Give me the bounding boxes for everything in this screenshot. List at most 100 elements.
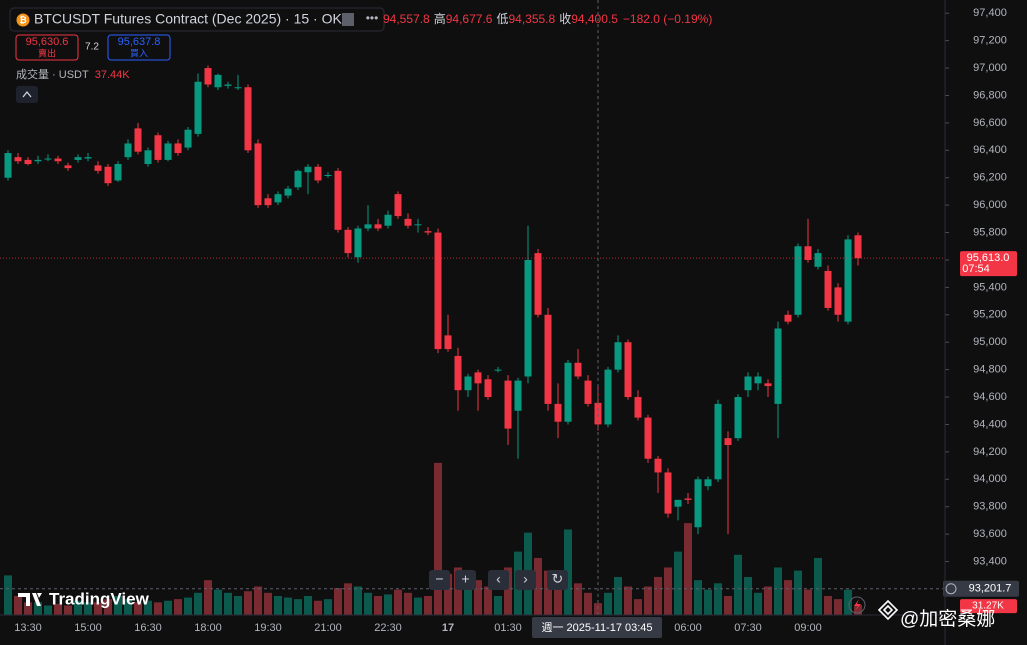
volume-bar <box>654 576 662 615</box>
candle-body <box>774 328 782 404</box>
bitcoin-glyph: ₿ <box>19 15 26 25</box>
candle-body <box>724 438 732 446</box>
candle-body <box>534 253 542 315</box>
candle-body <box>74 157 82 160</box>
buy-button[interactable] <box>107 34 171 61</box>
candle-body <box>334 170 342 230</box>
volume-bar <box>304 595 312 615</box>
volume-bar <box>424 595 432 615</box>
collapse-button[interactable] <box>16 86 38 103</box>
volume-bar <box>234 595 242 615</box>
scroll-right-button[interactable]: › <box>515 570 536 590</box>
svg-text:›: › <box>523 571 528 587</box>
x-tick-label: 21:00 <box>314 622 342 634</box>
candle-body <box>524 259 532 377</box>
volume-bar <box>174 599 182 615</box>
y-tick-label: 95,000 <box>973 336 1007 348</box>
x-tick-label: 06:00 <box>674 622 702 634</box>
candle-body <box>374 224 382 229</box>
more-icon[interactable]: ••• <box>366 11 379 25</box>
volume-bar <box>214 589 222 615</box>
svg-text:‹: ‹ <box>496 571 501 587</box>
svg-text:+: + <box>461 571 469 587</box>
volume-bar <box>74 600 82 615</box>
candle-body <box>234 87 242 89</box>
volume-bar <box>414 597 422 615</box>
volume-bar <box>724 595 732 615</box>
volume-bar <box>404 592 412 615</box>
buy-price: 95,637.8 <box>118 36 161 48</box>
volume-bar <box>634 599 642 615</box>
volume-bar <box>544 570 552 615</box>
crosshair-time-label: 週一 2025-11-17 03:45 <box>541 621 652 634</box>
candle-body <box>754 376 762 384</box>
volume-bar <box>594 603 602 615</box>
volume-bar <box>734 554 742 615</box>
countdown: 07:54 <box>962 263 990 275</box>
volume-bar <box>704 589 712 615</box>
volume-bar <box>34 602 42 615</box>
x-tick-label: 17 <box>442 622 454 634</box>
bitcoin-icon <box>16 13 30 27</box>
candle-body <box>644 417 652 459</box>
volume-bar <box>824 595 832 615</box>
volume-bar <box>494 595 502 615</box>
reset-button[interactable]: ↻ <box>547 570 568 590</box>
candle-body <box>444 335 452 350</box>
y-tick-label: 96,200 <box>973 172 1007 184</box>
candle-body <box>424 231 432 233</box>
x-tick-label: 13:30 <box>14 622 42 634</box>
last-price-tag <box>960 251 1017 277</box>
volume-legend: 成交量 · USDT 37.44K <box>16 67 130 81</box>
svg-text:↻: ↻ <box>552 571 564 587</box>
volume-bar <box>324 599 332 615</box>
candle-body <box>654 458 662 473</box>
zoom-out-button[interactable]: − <box>429 570 450 590</box>
candle-body <box>34 159 42 162</box>
volume-bar <box>754 592 762 615</box>
x-tick-label: 09:00 <box>794 622 822 634</box>
candle-body <box>544 314 552 404</box>
volume-bar <box>224 592 232 615</box>
symbol-box[interactable] <box>9 7 385 32</box>
candle-body <box>474 372 482 384</box>
volume-bar <box>454 567 462 615</box>
volume-bar <box>54 603 62 615</box>
candle-body <box>674 499 682 507</box>
volume-bar <box>164 600 172 615</box>
volume-bar <box>244 591 252 615</box>
candle-body <box>304 166 312 173</box>
volume-bar <box>334 588 342 615</box>
volume-tag-label: 31.27K <box>972 601 1004 612</box>
change-value: −182.0 (−0.19%) <box>623 12 712 26</box>
candle-body <box>464 376 472 391</box>
zoom-in-button[interactable]: + <box>455 570 476 590</box>
scroll-left-button[interactable]: ‹ <box>488 570 509 590</box>
volume-bar <box>274 595 282 615</box>
volume-bar <box>814 557 822 615</box>
sell-button[interactable] <box>15 34 79 61</box>
volume-bar <box>534 557 542 615</box>
flag-icon[interactable] <box>342 13 354 26</box>
x-tick-label: 22:30 <box>374 622 402 634</box>
candle-body <box>854 235 862 259</box>
candle-body <box>394 194 402 217</box>
volume-bar <box>204 580 212 615</box>
volume-bar <box>604 592 612 615</box>
alert-icon[interactable] <box>848 596 866 614</box>
volume-bar <box>134 602 142 615</box>
high-label: 高 <box>434 11 446 26</box>
volume-bar <box>504 567 512 615</box>
x-tick-label: 01:30 <box>494 622 522 634</box>
volume-bar <box>114 595 122 615</box>
candle-body <box>584 380 592 404</box>
candle-body <box>324 174 332 176</box>
candle-body <box>504 380 512 429</box>
candle-body <box>404 218 412 226</box>
volume-bar <box>664 567 672 615</box>
y-tick-label: 93,600 <box>973 528 1007 540</box>
last-price-label: 95,613.0 <box>967 252 1010 264</box>
credit-icon <box>877 599 899 621</box>
volume-bar <box>154 602 162 615</box>
